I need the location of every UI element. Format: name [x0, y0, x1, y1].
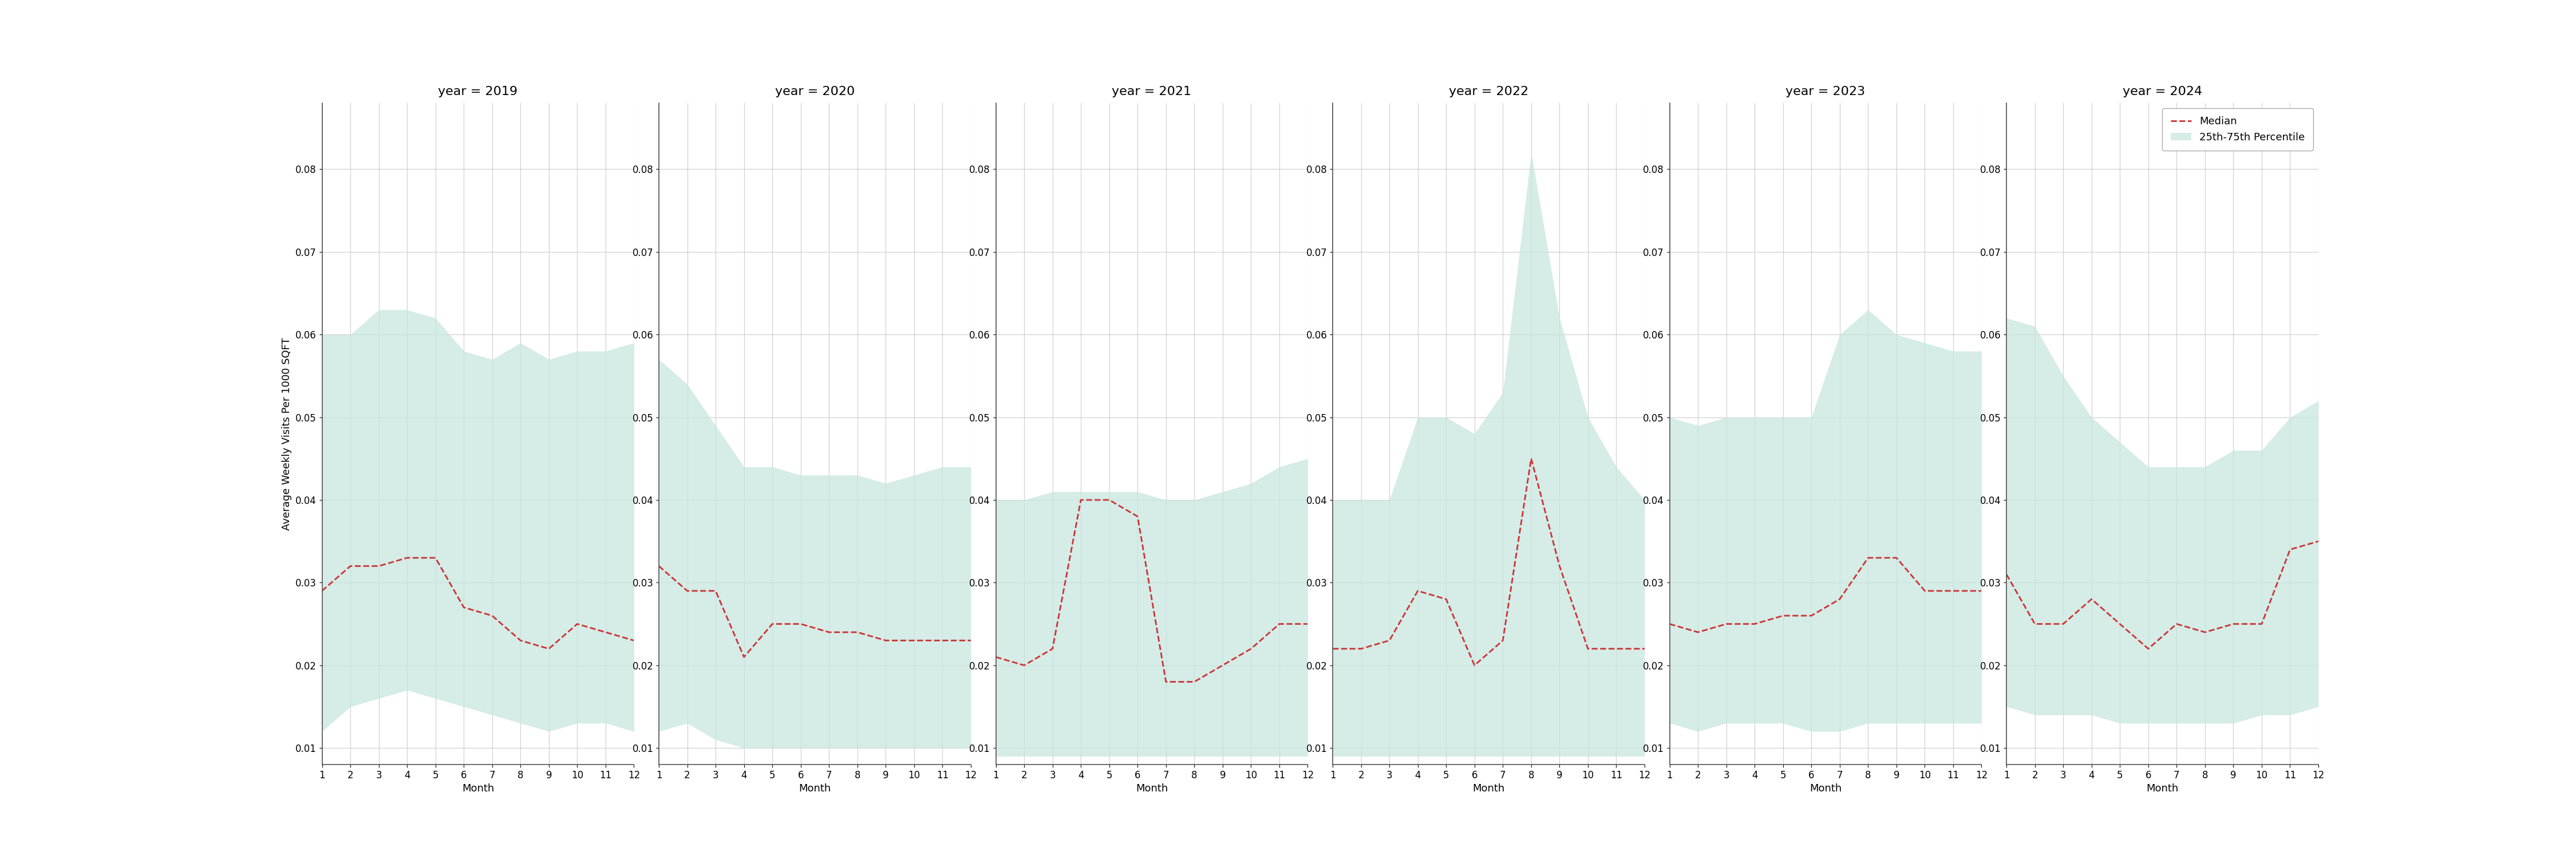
- Median: [899, 636, 930, 646]
- Median: [590, 627, 621, 637]
- Median: [1123, 511, 1154, 521]
- Median: [1600, 643, 1631, 654]
- Median: [2105, 618, 2136, 629]
- Median: [814, 627, 845, 637]
- Median: [1571, 643, 1602, 654]
- Median: [335, 561, 366, 571]
- Median: [2161, 618, 2192, 629]
- X-axis label: Month: Month: [461, 783, 495, 794]
- Median: [1515, 454, 1546, 464]
- Title: year = 2023: year = 2023: [1785, 86, 1865, 97]
- Median: [1937, 586, 1968, 596]
- Line: Median: Median: [1332, 459, 1643, 665]
- Median: [533, 643, 564, 654]
- Median: [2218, 618, 2249, 629]
- Median: [363, 561, 394, 571]
- Median: [1265, 618, 1296, 629]
- Title: year = 2021: year = 2021: [1113, 86, 1193, 97]
- Median: [1095, 495, 1126, 505]
- Median: [1965, 586, 1996, 596]
- Median: [981, 652, 1012, 662]
- Line: Median: Median: [2007, 541, 2318, 649]
- Median: [1401, 586, 1432, 596]
- Median: [1010, 660, 1041, 670]
- Line: Median: Median: [659, 566, 971, 657]
- Median: [392, 552, 422, 563]
- Median: [1038, 643, 1069, 654]
- Median: [1486, 636, 1517, 646]
- Median: [1991, 570, 2022, 580]
- Median: [871, 636, 902, 646]
- Median: [1682, 627, 1713, 637]
- Median: [2048, 618, 2079, 629]
- Median: [1795, 611, 1826, 621]
- Median: [672, 586, 703, 596]
- Median: [1824, 594, 1855, 605]
- Y-axis label: Average Weekly Visits Per 1000 SQFT: Average Weekly Visits Per 1000 SQFT: [281, 338, 291, 530]
- Median: [1767, 611, 1798, 621]
- Title: year = 2022: year = 2022: [1448, 86, 1528, 97]
- Legend: Median, 25th-75th Percentile: Median, 25th-75th Percentile: [2161, 108, 2313, 150]
- Median: [1739, 618, 1770, 629]
- Median: [2246, 618, 2277, 629]
- Median: [1909, 586, 1940, 596]
- Line: Median: Median: [1669, 557, 1981, 632]
- X-axis label: Month: Month: [1473, 783, 1504, 794]
- Median: [477, 611, 507, 621]
- X-axis label: Month: Month: [2146, 783, 2179, 794]
- Median: [1654, 618, 1685, 629]
- Median: [1880, 552, 1911, 563]
- Median: [1180, 677, 1211, 687]
- Median: [1316, 643, 1347, 654]
- Median: [1066, 495, 1097, 505]
- Median: [644, 561, 675, 571]
- Median: [420, 552, 451, 563]
- Median: [786, 618, 817, 629]
- Median: [1293, 618, 1324, 629]
- Title: year = 2019: year = 2019: [438, 86, 518, 97]
- Median: [2076, 594, 2107, 605]
- Median: [1373, 636, 1404, 646]
- Line: Median: Median: [997, 500, 1309, 682]
- Median: [701, 586, 732, 596]
- Median: [1208, 660, 1239, 670]
- Median: [927, 636, 958, 646]
- Median: [1852, 552, 1883, 563]
- Median: [2275, 545, 2306, 555]
- Median: [505, 636, 536, 646]
- Median: [1236, 643, 1267, 654]
- Median: [842, 627, 873, 637]
- Median: [757, 618, 788, 629]
- Median: [1543, 561, 1574, 571]
- Median: [1458, 660, 1489, 670]
- Title: year = 2020: year = 2020: [775, 86, 855, 97]
- Median: [562, 618, 592, 629]
- Line: Median: Median: [322, 557, 634, 649]
- Median: [1628, 643, 1659, 654]
- Median: [618, 636, 649, 646]
- Median: [1430, 594, 1461, 605]
- Median: [2020, 618, 2050, 629]
- Median: [448, 602, 479, 612]
- Title: year = 2024: year = 2024: [2123, 86, 2202, 97]
- X-axis label: Month: Month: [1808, 783, 1842, 794]
- Median: [1345, 643, 1376, 654]
- Median: [307, 586, 337, 596]
- Median: [1151, 677, 1182, 687]
- Median: [956, 636, 987, 646]
- X-axis label: Month: Month: [1136, 783, 1167, 794]
- Median: [2190, 627, 2221, 637]
- Median: [1710, 618, 1741, 629]
- Median: [2133, 643, 2164, 654]
- Median: [2303, 536, 2334, 546]
- Median: [729, 652, 760, 662]
- X-axis label: Month: Month: [799, 783, 832, 794]
